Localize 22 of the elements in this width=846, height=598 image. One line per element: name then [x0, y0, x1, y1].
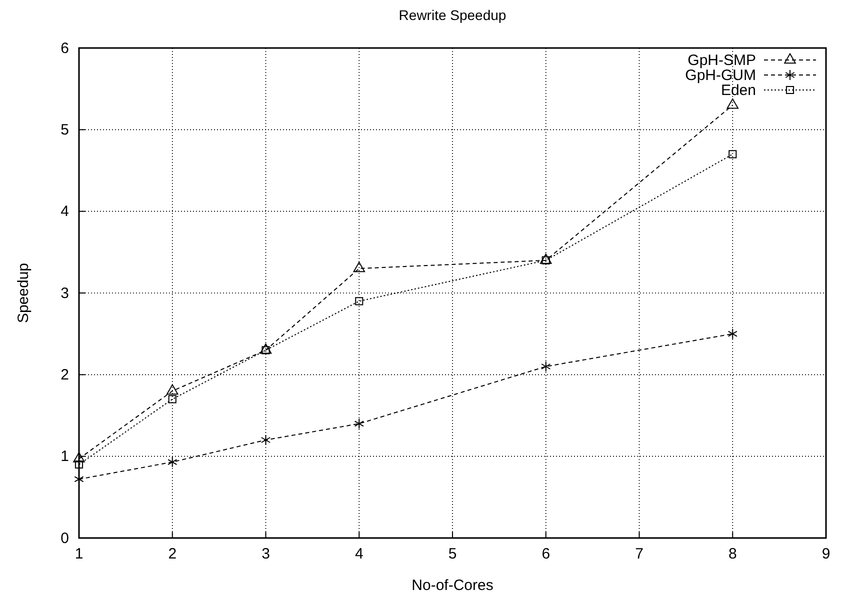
chart-title: Rewrite Speedup [398, 7, 506, 23]
x-tick-label: 7 [635, 546, 644, 563]
x-tick-label: 5 [448, 546, 457, 563]
y-axis-title: Speedup [15, 262, 32, 324]
y-tick-label: 6 [60, 40, 69, 57]
legend-label: GpH-SMP [688, 52, 756, 69]
x-tick-label: 9 [822, 546, 830, 563]
x-tick-label: 2 [168, 546, 177, 563]
y-tick-label: 1 [60, 448, 69, 466]
x-tick-label: 6 [542, 546, 550, 563]
x-tick-label: 8 [728, 546, 737, 563]
y-tick-label: 3 [60, 284, 69, 302]
x-tick-label: 1 [74, 546, 84, 563]
y-tick-label: 4 [60, 203, 69, 220]
y-tick-label: 5 [60, 121, 69, 138]
y-tick-label: 0 [60, 530, 69, 547]
x-tick-label: 4 [354, 546, 364, 563]
x-axis-title: No-of-Cores [412, 577, 494, 594]
x-tick-label: 3 [262, 546, 270, 563]
y-tick-label: 2 [60, 366, 69, 384]
legend-label: Eden [720, 82, 756, 99]
legend-label: GpH-GUM [685, 67, 756, 84]
